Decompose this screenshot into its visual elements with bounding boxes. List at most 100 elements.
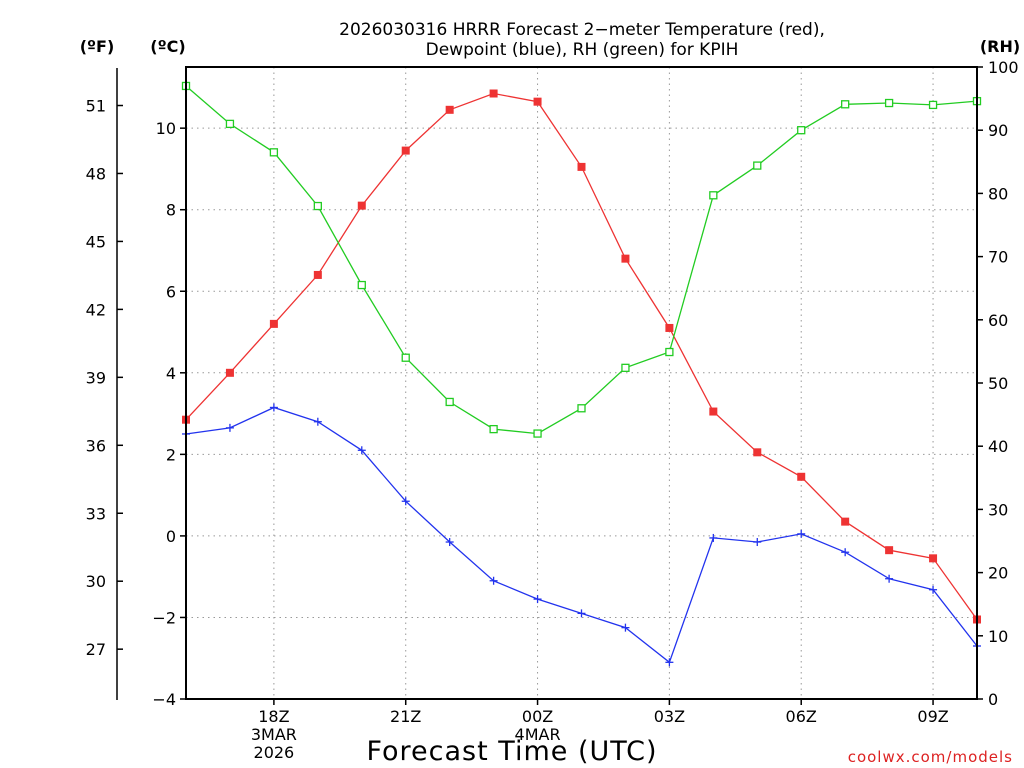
celsius-tick-label: 2 [166, 445, 176, 464]
rh-tick-label: 50 [988, 374, 1008, 393]
rh-point [577, 404, 586, 413]
temperature-point [445, 105, 454, 114]
celsius-tick-label: −2 [152, 608, 176, 627]
temperature-point [841, 517, 850, 526]
dewpoint-line [185, 406, 978, 664]
fahrenheit-tick-label: 33 [86, 504, 106, 523]
x-tick-label: 18Z [258, 707, 289, 726]
rh-tick-label: 10 [988, 627, 1008, 646]
rh-point [489, 424, 498, 434]
fahrenheit-unit-label: (ºF) [80, 37, 115, 56]
temperature-point [269, 319, 278, 328]
dewpoint-point [797, 529, 806, 538]
x-tick-label: 3MAR [251, 725, 297, 744]
x-tick-label: 21Z [390, 707, 421, 726]
rh-point [225, 119, 235, 129]
temperature-point [577, 162, 586, 171]
fahrenheit-tick-label: 42 [86, 300, 106, 319]
dewpoint-point [357, 446, 366, 455]
rh-point [841, 100, 850, 109]
fahrenheit-tick-label: 36 [86, 436, 106, 455]
rh-tick-label: 20 [988, 564, 1008, 583]
rh-tick-label: 40 [988, 437, 1008, 456]
plot-frame [185, 66, 978, 700]
x-tick-label: 09Z [917, 707, 948, 726]
temperature-point [753, 448, 762, 457]
rh-tick-label: 60 [988, 311, 1008, 330]
rh-point [621, 363, 630, 372]
temperature-point [621, 254, 630, 263]
rh-point [357, 280, 366, 290]
x-tick-label: 03Z [654, 707, 685, 726]
fahrenheit-tick-label: 48 [86, 164, 106, 183]
rh-point [401, 353, 410, 362]
fahrenheit-tick-label: 45 [86, 232, 106, 251]
dewpoint-point [665, 658, 674, 667]
rh-point [269, 148, 279, 157]
x-tick-label: 2026 [254, 743, 295, 762]
temperature-point [885, 546, 894, 555]
dewpoint-point [621, 623, 630, 632]
temperature-point [357, 201, 366, 210]
x-tick-label: 4MAR [515, 725, 561, 744]
x-axis-label: Forecast Time (UTC) [366, 736, 657, 767]
temperature-point [401, 146, 410, 155]
rh-point [445, 397, 454, 407]
rh-point [797, 126, 806, 135]
rh-point [533, 429, 542, 438]
temperature-point [709, 407, 718, 416]
temperature-point [489, 89, 498, 98]
dewpoint-point [885, 574, 894, 583]
rh-tick-label: 0 [988, 690, 998, 709]
temperature-point [225, 368, 234, 377]
credit-label: coolwx.com/models [848, 748, 1013, 766]
fahrenheit-tick-label: 51 [86, 97, 106, 116]
rh-point [884, 98, 894, 108]
chart-title-line2: Dewpoint (blue), RH (green) for KPIH [426, 40, 739, 60]
celsius-tick-label: 8 [166, 201, 176, 220]
rh-point [665, 347, 674, 357]
series-layer [181, 81, 982, 667]
dewpoint-point [401, 497, 410, 506]
dewpoint-point [577, 609, 586, 618]
rh-point [313, 201, 322, 211]
rh-tick-label: 90 [988, 121, 1008, 140]
dewpoint-point [929, 585, 938, 594]
temperature-line [185, 92, 978, 620]
rh-tick-label: 30 [988, 500, 1008, 519]
rh-tick-label: 80 [988, 184, 1008, 203]
temperature-point [797, 472, 806, 481]
rh-point [753, 161, 762, 170]
celsius-unit-label: (ºC) [150, 37, 185, 56]
temperature-point [665, 323, 674, 332]
rh-point [709, 191, 718, 200]
fahrenheit-tick-label: 30 [86, 572, 106, 591]
grid-lines [186, 67, 977, 699]
rh-tick-label: 70 [988, 248, 1008, 267]
dewpoint-point [489, 576, 498, 585]
temperature-point [313, 270, 322, 279]
celsius-tick-label: 4 [166, 364, 176, 383]
dewpoint-point [753, 538, 762, 547]
rh-tick-label: 100 [988, 58, 1019, 77]
temperature-point [929, 554, 938, 563]
chart-title-line1: 2026030316 HRRR Forecast 2−meter Tempera… [339, 20, 825, 40]
x-tick-label: 06Z [786, 707, 817, 726]
celsius-tick-label: 10 [156, 119, 176, 138]
dewpoint-point [841, 548, 850, 557]
celsius-tick-label: 6 [166, 282, 176, 301]
rh-point [928, 100, 938, 110]
dewpoint-point [225, 423, 234, 432]
dewpoint-point [269, 403, 278, 412]
dewpoint-point [709, 533, 718, 542]
temperature-point [533, 97, 542, 106]
dewpoint-point [445, 538, 454, 547]
dewpoint-point [533, 595, 542, 604]
celsius-tick-label: 0 [166, 527, 176, 546]
rh-line [185, 85, 978, 435]
rh-unit-label: (RH) [980, 37, 1020, 56]
celsius-tick-label: −4 [152, 690, 176, 709]
fahrenheit-tick-label: 27 [86, 640, 106, 659]
